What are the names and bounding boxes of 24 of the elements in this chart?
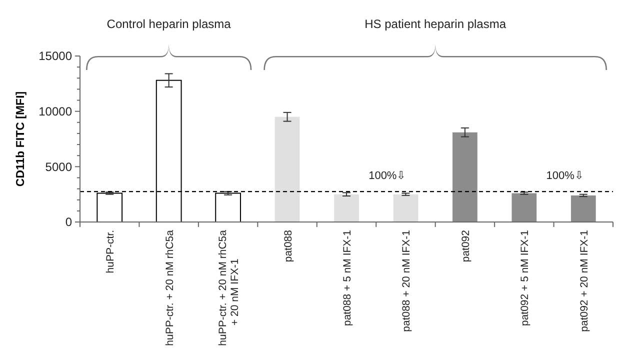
x-tick-label: huPP-ctr. + 20 nM rhC5a + 20 nM IFX-1	[217, 230, 242, 346]
x-tick-label: pat088	[282, 230, 294, 262]
bar	[274, 116, 300, 222]
bar	[393, 194, 418, 222]
annotation: 100%⇩	[368, 170, 406, 182]
bar	[334, 194, 359, 222]
annotation: 100%⇩	[546, 170, 584, 182]
y-axis-title: CD11b FITC [MFI]	[15, 91, 27, 187]
x-tick-label: pat092 + 20 nM IFX-1	[578, 230, 590, 332]
x-tick-label: pat088 + 5 nM IFX-1	[342, 230, 354, 326]
x-tick-label: pat092	[460, 230, 472, 262]
bar	[570, 195, 596, 222]
y-tick-label: 10000	[38, 104, 72, 119]
bar	[452, 132, 478, 222]
x-tick-label: huPP-ctr.	[104, 230, 117, 274]
y-tick-label: 0	[65, 215, 72, 230]
text: Control heparin plasma	[106, 17, 232, 31]
x-tick-label: pat092 + 5 nM IFX-1	[519, 230, 532, 326]
x-tick-label: pat088 + 20 nM IFX-1	[400, 230, 413, 332]
bar	[512, 193, 537, 222]
y-tick-label: 15000	[38, 49, 72, 64]
x-tick-label: huPP-ctr. + 20 nM rhC5a	[164, 230, 176, 346]
y-tick-label: 5000	[45, 160, 72, 174]
text: HS patient heparin plasma	[364, 17, 506, 31]
